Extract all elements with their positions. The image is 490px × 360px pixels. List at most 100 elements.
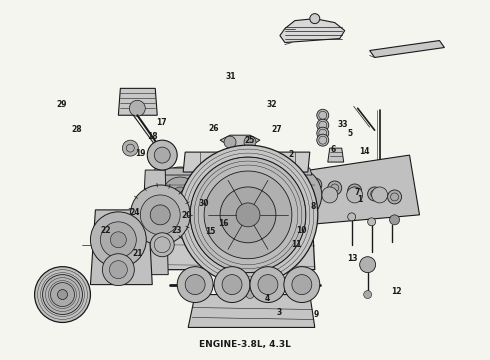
Circle shape bbox=[190, 167, 246, 223]
Circle shape bbox=[250, 267, 286, 302]
Polygon shape bbox=[305, 155, 419, 225]
Circle shape bbox=[271, 291, 279, 298]
Circle shape bbox=[91, 212, 147, 268]
Circle shape bbox=[156, 226, 162, 232]
Circle shape bbox=[172, 187, 188, 203]
Text: 32: 32 bbox=[267, 100, 277, 109]
Circle shape bbox=[150, 233, 174, 257]
Text: 13: 13 bbox=[347, 255, 358, 264]
Circle shape bbox=[57, 289, 68, 300]
Circle shape bbox=[371, 187, 388, 203]
Circle shape bbox=[310, 14, 320, 24]
Circle shape bbox=[122, 140, 138, 156]
Circle shape bbox=[177, 267, 213, 302]
Polygon shape bbox=[183, 152, 310, 172]
Text: 4: 4 bbox=[265, 294, 270, 303]
Circle shape bbox=[162, 177, 198, 213]
Circle shape bbox=[286, 187, 302, 203]
Circle shape bbox=[140, 195, 180, 235]
Text: 16: 16 bbox=[218, 219, 228, 228]
Circle shape bbox=[390, 215, 399, 225]
Circle shape bbox=[317, 109, 329, 121]
Circle shape bbox=[368, 218, 376, 226]
Text: 11: 11 bbox=[291, 240, 301, 249]
Circle shape bbox=[109, 261, 127, 279]
Text: 33: 33 bbox=[338, 120, 348, 129]
Text: 3: 3 bbox=[276, 308, 282, 317]
Polygon shape bbox=[220, 135, 260, 152]
Circle shape bbox=[328, 181, 342, 195]
Circle shape bbox=[222, 275, 242, 294]
Polygon shape bbox=[119, 88, 157, 115]
Circle shape bbox=[178, 145, 318, 285]
Text: 30: 30 bbox=[198, 199, 209, 208]
Circle shape bbox=[221, 291, 229, 298]
Circle shape bbox=[347, 187, 363, 203]
Text: 24: 24 bbox=[130, 208, 140, 217]
Text: 23: 23 bbox=[172, 226, 182, 235]
Circle shape bbox=[150, 205, 170, 225]
Circle shape bbox=[152, 167, 208, 223]
Circle shape bbox=[156, 202, 162, 208]
Circle shape bbox=[156, 232, 162, 238]
Circle shape bbox=[308, 178, 322, 192]
Circle shape bbox=[292, 275, 312, 294]
Circle shape bbox=[130, 185, 190, 245]
Circle shape bbox=[266, 167, 322, 223]
Circle shape bbox=[200, 177, 236, 213]
Polygon shape bbox=[280, 19, 345, 42]
Polygon shape bbox=[91, 210, 152, 285]
Circle shape bbox=[276, 177, 312, 213]
Text: 9: 9 bbox=[313, 310, 318, 319]
Circle shape bbox=[364, 291, 371, 298]
Circle shape bbox=[102, 254, 134, 285]
Text: 19: 19 bbox=[135, 149, 145, 158]
Polygon shape bbox=[328, 148, 343, 162]
Text: 21: 21 bbox=[132, 249, 143, 258]
Circle shape bbox=[348, 184, 362, 198]
Circle shape bbox=[246, 291, 254, 298]
Circle shape bbox=[214, 267, 250, 302]
Polygon shape bbox=[188, 294, 315, 328]
Circle shape bbox=[110, 232, 126, 248]
Circle shape bbox=[156, 214, 162, 220]
Circle shape bbox=[244, 136, 256, 148]
Text: 26: 26 bbox=[208, 123, 219, 132]
Circle shape bbox=[147, 140, 177, 170]
Circle shape bbox=[317, 134, 329, 146]
Circle shape bbox=[258, 275, 278, 294]
Text: 2: 2 bbox=[289, 150, 294, 159]
Polygon shape bbox=[145, 200, 172, 240]
Polygon shape bbox=[140, 170, 168, 275]
Circle shape bbox=[100, 222, 136, 258]
Circle shape bbox=[220, 187, 276, 243]
Circle shape bbox=[224, 136, 236, 148]
Circle shape bbox=[185, 275, 205, 294]
Text: 20: 20 bbox=[181, 211, 192, 220]
Text: 22: 22 bbox=[100, 226, 111, 235]
Circle shape bbox=[196, 291, 204, 298]
Polygon shape bbox=[150, 170, 315, 270]
Circle shape bbox=[238, 177, 274, 213]
Circle shape bbox=[190, 157, 306, 273]
Circle shape bbox=[50, 283, 74, 306]
Text: 10: 10 bbox=[296, 226, 306, 235]
Circle shape bbox=[156, 220, 162, 226]
Circle shape bbox=[348, 213, 356, 221]
Circle shape bbox=[322, 187, 338, 203]
Text: 28: 28 bbox=[71, 125, 82, 134]
Circle shape bbox=[154, 147, 170, 163]
Text: 8: 8 bbox=[311, 202, 316, 211]
Circle shape bbox=[228, 167, 284, 223]
Circle shape bbox=[284, 267, 320, 302]
Text: ENGINE-3.8L, 4.3L: ENGINE-3.8L, 4.3L bbox=[199, 340, 291, 349]
Text: 29: 29 bbox=[56, 100, 67, 109]
Circle shape bbox=[388, 190, 401, 204]
Circle shape bbox=[129, 100, 145, 116]
Polygon shape bbox=[369, 41, 444, 58]
Text: 18: 18 bbox=[147, 132, 157, 141]
Circle shape bbox=[317, 119, 329, 131]
Text: 14: 14 bbox=[360, 147, 370, 156]
Text: 25: 25 bbox=[245, 136, 255, 145]
Text: 5: 5 bbox=[347, 129, 353, 138]
